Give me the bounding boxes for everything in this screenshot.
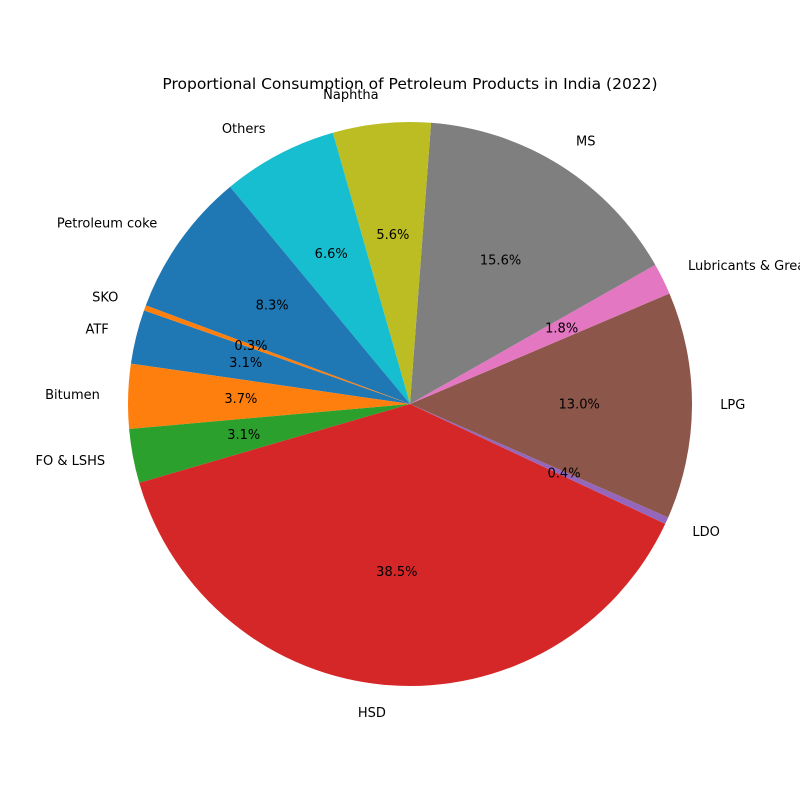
pie-slice-hsd [139, 404, 666, 686]
pie-category-label-petroleum-coke: Petroleum coke [57, 217, 157, 232]
pie-category-label-fo-and-lshs: FO & LSHS [36, 454, 106, 469]
pie-pct-label-ms: 15.6% [480, 254, 521, 269]
pie-slice-bitumen [128, 363, 411, 429]
pie-slice-lpg [410, 293, 693, 518]
pie-pct-label-fo-and-lshs: 3.1% [227, 428, 260, 443]
pie-category-label-atf: ATF [85, 322, 108, 337]
pie-pct-label-others: 6.6% [315, 247, 348, 262]
pie-pct-label-petroleum-coke: 8.3% [256, 298, 289, 313]
pie-slice-petroleum-coke [145, 186, 410, 404]
chart-title: Proportional Consumption of Petroleum Pr… [162, 75, 657, 93]
pie-slice-ldo [410, 404, 669, 524]
pie-category-label-bitumen: Bitumen [45, 388, 100, 403]
pie-category-label-hsd: HSD [358, 706, 386, 721]
pie-category-label-lubricants-and-greases: Lubricants & Greases [688, 259, 800, 274]
pie-pct-label-sko: 0.3% [234, 339, 267, 354]
pie-pct-label-atf: 3.1% [229, 356, 262, 371]
pie-category-label-others: Others [222, 122, 266, 137]
pie-slice-lubricants-and-greases [410, 264, 670, 404]
pie-category-label-lpg: LPG [720, 398, 745, 413]
pie-pct-label-hsd: 38.5% [376, 565, 417, 580]
pie-slice-fo-and-lshs [129, 404, 411, 483]
pie-pct-label-bitumen: 3.7% [224, 392, 257, 407]
pie-pct-label-naphtha: 5.6% [376, 228, 409, 243]
pie-slice-sko [144, 305, 410, 404]
pie-category-label-naphtha: Naphtha [323, 88, 379, 103]
pie-pct-label-ldo: 0.4% [548, 467, 581, 482]
pie-category-label-sko: SKO [92, 291, 118, 306]
pie-slices [128, 122, 693, 686]
pie-slice-others [230, 132, 410, 404]
pie-labels: 3.1% ATF 3.7% Bitumen 3.1% FO & LSHS 38.5% HSD 0… [36, 88, 800, 721]
pie-slice-atf [130, 310, 410, 404]
pie-slice-ms [410, 122, 656, 404]
pie-slice-naphtha [332, 122, 432, 404]
pie-category-label-ldo: LDO [692, 525, 720, 540]
pie-pct-label-lubricants-and-greases: 1.8% [545, 321, 578, 336]
pie-pct-label-lpg: 13.0% [559, 397, 600, 412]
pie-category-label-ms: MS [576, 134, 595, 149]
